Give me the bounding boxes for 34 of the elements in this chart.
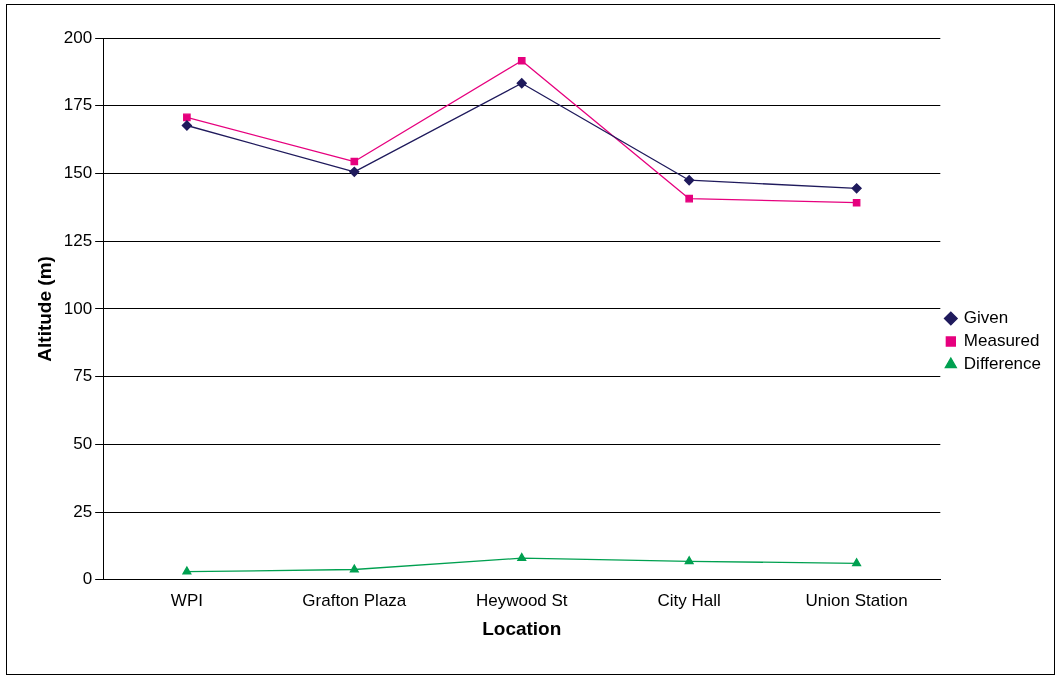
y-tick-label: 175 bbox=[63, 95, 93, 115]
point bbox=[182, 566, 192, 575]
point bbox=[350, 157, 359, 166]
point bbox=[516, 78, 527, 89]
y-tick-label: 125 bbox=[63, 230, 93, 250]
point bbox=[181, 120, 193, 131]
y-tick-label: 25 bbox=[73, 501, 93, 521]
y-tick-label: 75 bbox=[73, 366, 93, 386]
legend-label: Measured bbox=[963, 331, 1040, 351]
x-tick-label: Union Station bbox=[805, 590, 908, 610]
y-tick-label: 50 bbox=[73, 434, 93, 454]
y-axis-title: Altitude (m) bbox=[33, 256, 55, 362]
point bbox=[684, 556, 694, 565]
point bbox=[851, 183, 862, 194]
point bbox=[852, 198, 861, 207]
point bbox=[349, 166, 360, 177]
x-tick-label: City Hall bbox=[657, 590, 721, 610]
point bbox=[349, 564, 359, 573]
point bbox=[183, 113, 191, 122]
y-tick-label: 100 bbox=[63, 298, 93, 318]
y-tick-label: 0 bbox=[82, 569, 93, 589]
point bbox=[685, 194, 694, 203]
legend-label: Given bbox=[963, 308, 1009, 328]
x-axis-title: Location bbox=[482, 617, 562, 639]
x-tick-label: Grafton Plaza bbox=[302, 590, 407, 610]
x-tick-label: Heywood St bbox=[475, 590, 568, 610]
y-tick-label: 200 bbox=[63, 27, 93, 47]
point bbox=[517, 56, 526, 65]
point bbox=[517, 552, 527, 562]
legend-label: Difference bbox=[963, 354, 1042, 374]
point bbox=[852, 558, 862, 567]
point bbox=[684, 175, 695, 186]
y-tick-label: 150 bbox=[63, 163, 93, 183]
x-tick-label: WPI bbox=[170, 590, 203, 610]
